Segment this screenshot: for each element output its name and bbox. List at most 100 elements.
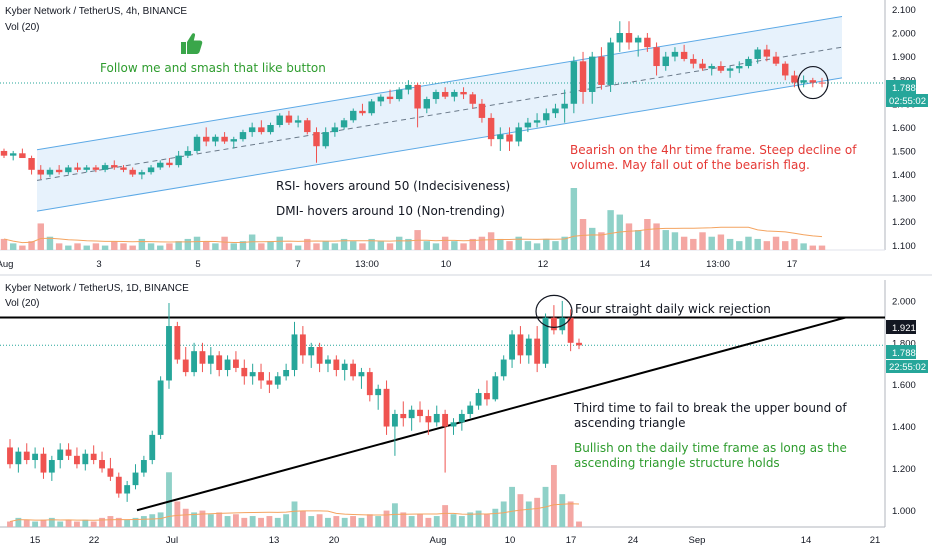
volume-bar[interactable] bbox=[333, 516, 340, 527]
candle[interactable] bbox=[525, 338, 532, 356]
candle[interactable] bbox=[129, 169, 136, 175]
volume-bar[interactable] bbox=[313, 243, 320, 250]
candle[interactable] bbox=[517, 334, 524, 356]
volume-bar[interactable] bbox=[358, 517, 365, 527]
volume-bar[interactable] bbox=[567, 501, 574, 527]
candle[interactable] bbox=[736, 66, 743, 69]
volume-bar[interactable] bbox=[708, 236, 715, 250]
volume-bar[interactable] bbox=[726, 238, 734, 250]
volume-bar[interactable] bbox=[736, 241, 743, 250]
volume-bar[interactable] bbox=[570, 188, 578, 250]
volume-bar[interactable] bbox=[559, 494, 566, 527]
volume-bar[interactable] bbox=[294, 245, 302, 250]
candle[interactable] bbox=[149, 434, 156, 461]
volume-bar[interactable] bbox=[322, 241, 329, 250]
candle[interactable] bbox=[487, 117, 495, 140]
volume-bar[interactable] bbox=[579, 219, 587, 250]
volume-bar[interactable] bbox=[74, 243, 81, 250]
candle[interactable] bbox=[340, 120, 348, 128]
candle[interactable] bbox=[65, 449, 72, 456]
candle[interactable] bbox=[754, 49, 761, 59]
volume-bar[interactable] bbox=[451, 241, 458, 250]
candle[interactable] bbox=[350, 363, 357, 377]
volume-bar[interactable] bbox=[450, 514, 457, 527]
volume-bar[interactable] bbox=[285, 243, 293, 250]
volume-bar[interactable] bbox=[386, 243, 394, 250]
volume-bar[interactable] bbox=[15, 517, 22, 527]
volume-bar[interactable] bbox=[291, 501, 298, 527]
top-candles[interactable] bbox=[0, 21, 826, 180]
volume-bar[interactable] bbox=[423, 241, 431, 250]
volume-bar[interactable] bbox=[366, 514, 373, 527]
volume-bar[interactable] bbox=[239, 241, 247, 250]
candle[interactable] bbox=[400, 413, 407, 419]
candle[interactable] bbox=[0, 150, 8, 156]
candle[interactable] bbox=[699, 63, 706, 69]
volume-bar[interactable] bbox=[497, 238, 504, 250]
candle[interactable] bbox=[285, 115, 293, 123]
candle[interactable] bbox=[589, 56, 596, 92]
candle[interactable] bbox=[625, 33, 633, 43]
volume-bar[interactable] bbox=[140, 516, 147, 527]
volume-bar[interactable] bbox=[405, 238, 412, 250]
candle[interactable] bbox=[74, 455, 80, 465]
candle[interactable] bbox=[644, 37, 651, 48]
candle[interactable] bbox=[274, 376, 281, 385]
volume-bar[interactable] bbox=[460, 243, 467, 250]
volume-bar[interactable] bbox=[475, 510, 482, 527]
candle[interactable] bbox=[99, 460, 105, 469]
candle[interactable] bbox=[316, 346, 323, 364]
candle[interactable] bbox=[425, 416, 432, 423]
candle[interactable] bbox=[325, 359, 331, 364]
volume-bar[interactable] bbox=[46, 236, 54, 250]
candle[interactable] bbox=[433, 413, 440, 423]
volume-bar[interactable] bbox=[207, 514, 214, 527]
volume-bar[interactable] bbox=[589, 227, 596, 250]
volume-bar[interactable] bbox=[745, 236, 752, 250]
candle[interactable] bbox=[182, 359, 189, 373]
candle[interactable] bbox=[207, 355, 214, 364]
candle[interactable] bbox=[65, 167, 72, 173]
candle[interactable] bbox=[559, 317, 566, 331]
volume-bar[interactable] bbox=[598, 232, 605, 250]
candle[interactable] bbox=[82, 453, 89, 465]
volume-bar[interactable] bbox=[32, 521, 39, 527]
volume-bar[interactable] bbox=[717, 234, 725, 251]
candle[interactable] bbox=[230, 139, 237, 142]
candle[interactable] bbox=[423, 99, 431, 109]
volume-bar[interactable] bbox=[316, 514, 323, 527]
volume-bar[interactable] bbox=[129, 245, 136, 250]
candle[interactable] bbox=[147, 167, 155, 173]
candle[interactable] bbox=[115, 476, 122, 494]
candle[interactable] bbox=[550, 317, 557, 331]
volume-bar[interactable] bbox=[478, 236, 486, 250]
candle[interactable] bbox=[132, 472, 139, 486]
volume-bar[interactable] bbox=[202, 241, 210, 250]
candle[interactable] bbox=[9, 153, 17, 156]
volume-bar[interactable] bbox=[690, 238, 697, 250]
volume-bar[interactable] bbox=[276, 236, 283, 250]
volume-bar[interactable] bbox=[283, 514, 290, 527]
candle[interactable] bbox=[120, 167, 127, 170]
volume-bar[interactable] bbox=[138, 238, 146, 250]
candle[interactable] bbox=[497, 134, 504, 140]
candle[interactable] bbox=[299, 334, 306, 356]
candle[interactable] bbox=[395, 89, 403, 100]
candle[interactable] bbox=[216, 355, 223, 371]
candle[interactable] bbox=[232, 359, 239, 368]
volume-bar[interactable] bbox=[191, 512, 198, 527]
candle[interactable] bbox=[782, 63, 789, 76]
volume-bar[interactable] bbox=[484, 514, 490, 527]
volume-bar[interactable] bbox=[184, 238, 192, 250]
volume-bar[interactable] bbox=[120, 243, 127, 250]
volume-bar[interactable] bbox=[92, 243, 100, 250]
candle[interactable] bbox=[375, 388, 382, 396]
candle[interactable] bbox=[800, 80, 807, 83]
volume-bar[interactable] bbox=[515, 236, 522, 250]
candle[interactable] bbox=[199, 351, 206, 364]
volume-bar[interactable] bbox=[308, 516, 315, 527]
candle[interactable] bbox=[579, 61, 587, 92]
candle[interactable] bbox=[359, 110, 366, 114]
volume-bar[interactable] bbox=[267, 241, 274, 250]
candle[interactable] bbox=[391, 413, 398, 427]
